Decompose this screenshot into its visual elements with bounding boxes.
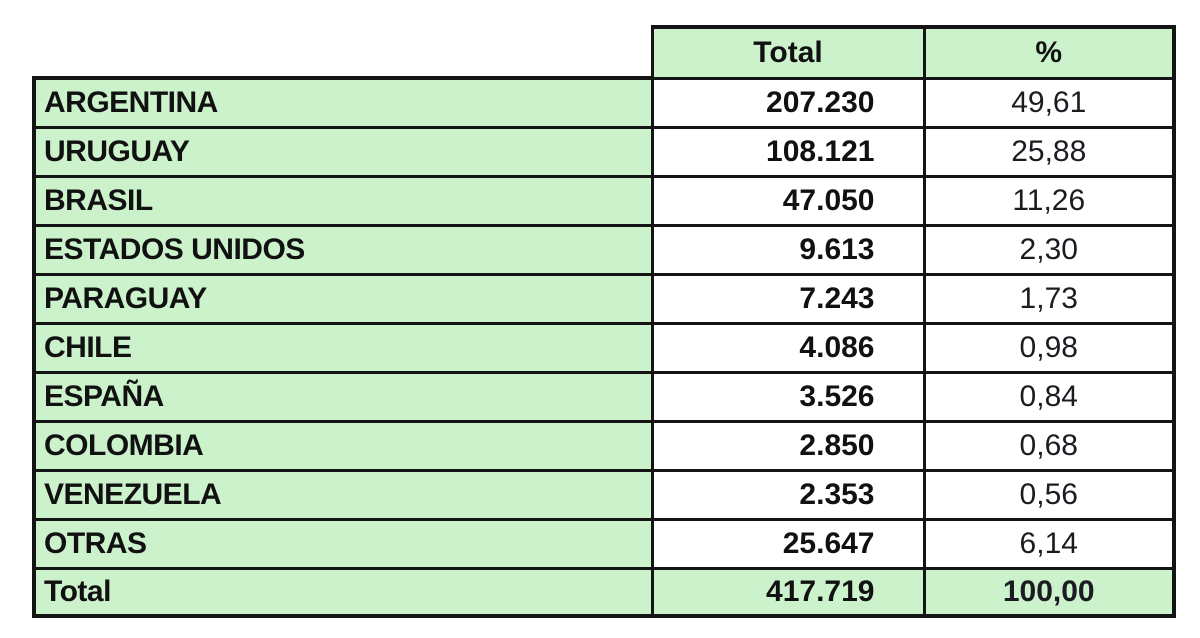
percent-cell: 6,14: [922, 517, 1176, 570]
percent-column-header: %: [922, 25, 1176, 80]
country-cell: PARAGUAY: [32, 272, 654, 325]
header-row: Total %: [34, 25, 1176, 80]
total-column-header: Total: [650, 25, 926, 80]
country-cell: VENEZUELA: [32, 468, 654, 521]
table-row: VENEZUELA 2.353 0,56: [32, 468, 1176, 521]
country-cell: ESPAÑA: [32, 370, 654, 423]
table-row: ESTADOS UNIDOS 9.613 2,30: [32, 223, 1176, 276]
country-cell: COLOMBIA: [32, 419, 654, 472]
total-cell: 2.353: [650, 468, 926, 521]
total-cell: 47.050: [650, 174, 926, 227]
total-cell: 207.230: [650, 76, 926, 129]
country-cell: CHILE: [32, 321, 654, 374]
table-row: OTRAS 25.647 6,14: [32, 517, 1176, 570]
table-row: COLOMBIA 2.850 0,68: [32, 419, 1176, 472]
table-row: PARAGUAY 7.243 1,73: [32, 272, 1176, 325]
country-cell: URUGUAY: [32, 125, 654, 178]
table-row: BRASIL 47.050 11,26: [32, 174, 1176, 227]
country-totals-table: Total % ARGENTINA 207.230 49,61 URUGUAY …: [32, 25, 1176, 618]
table-row: URUGUAY 108.121 25,88: [32, 125, 1176, 178]
blank-header-cell: [34, 27, 652, 78]
total-cell: 4.086: [650, 321, 926, 374]
country-cell: OTRAS: [32, 517, 654, 570]
total-percent-cell: 100,00: [922, 566, 1176, 618]
percent-cell: 49,61: [922, 76, 1176, 129]
percent-cell: 11,26: [922, 174, 1176, 227]
total-cell: 108.121: [650, 125, 926, 178]
percent-cell: 25,88: [922, 125, 1176, 178]
percent-cell: 0,68: [922, 419, 1176, 472]
table-row: ARGENTINA 207.230 49,61: [32, 76, 1176, 129]
total-cell: 7.243: [650, 272, 926, 325]
grand-total-cell: 417.719: [650, 566, 926, 618]
country-totals-table-container: Total % ARGENTINA 207.230 49,61 URUGUAY …: [32, 25, 1176, 618]
total-cell: 3.526: [650, 370, 926, 423]
percent-cell: 0,56: [922, 468, 1176, 521]
country-cell: ARGENTINA: [32, 76, 654, 129]
total-cell: 2.850: [650, 419, 926, 472]
percent-cell: 0,98: [922, 321, 1176, 374]
table-row: CHILE 4.086 0,98: [32, 321, 1176, 374]
percent-cell: 1,73: [922, 272, 1176, 325]
total-cell: 9.613: [650, 223, 926, 276]
total-row-label-cell: Total: [32, 566, 654, 618]
country-cell: BRASIL: [32, 174, 654, 227]
percent-cell: 2,30: [922, 223, 1176, 276]
percent-cell: 0,84: [922, 370, 1176, 423]
total-cell: 25.647: [650, 517, 926, 570]
table-row: ESPAÑA 3.526 0,84: [32, 370, 1176, 423]
total-row: Total 417.719 100,00: [32, 566, 1176, 618]
country-cell: ESTADOS UNIDOS: [32, 223, 654, 276]
